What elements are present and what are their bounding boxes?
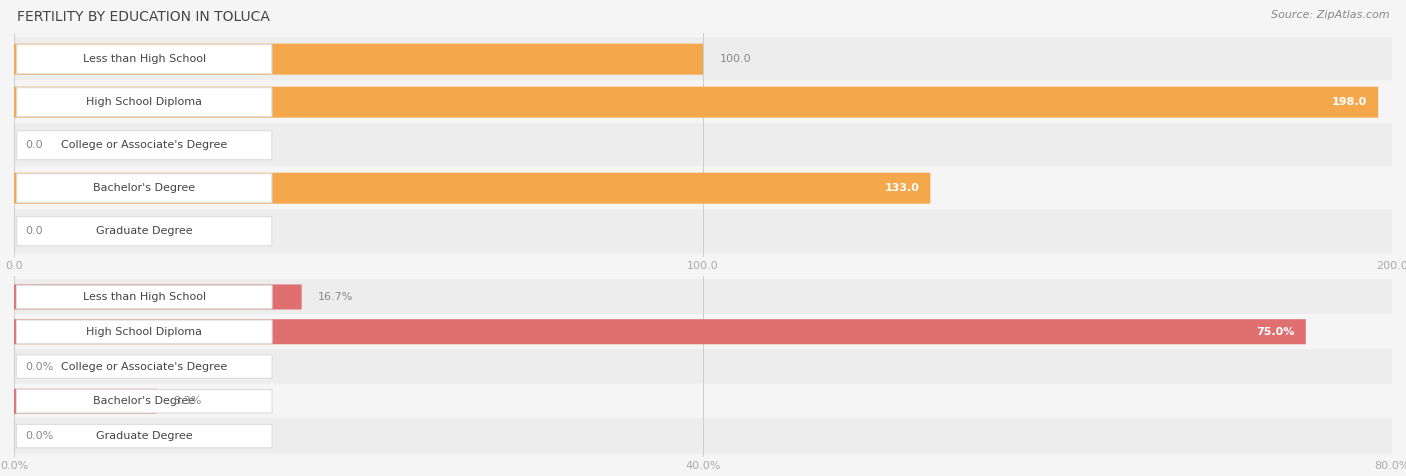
Text: 0.0: 0.0 — [25, 226, 42, 236]
FancyBboxPatch shape — [14, 319, 1306, 344]
Text: 75.0%: 75.0% — [1257, 327, 1295, 337]
FancyBboxPatch shape — [17, 389, 273, 413]
FancyBboxPatch shape — [17, 45, 271, 74]
Text: FERTILITY BY EDUCATION IN TOLUCA: FERTILITY BY EDUCATION IN TOLUCA — [17, 10, 270, 23]
Text: 0.0%: 0.0% — [25, 361, 53, 372]
FancyBboxPatch shape — [17, 217, 271, 246]
Text: Source: ZipAtlas.com: Source: ZipAtlas.com — [1271, 10, 1389, 20]
Text: Less than High School: Less than High School — [83, 292, 205, 302]
Text: High School Diploma: High School Diploma — [86, 97, 202, 107]
FancyBboxPatch shape — [13, 314, 1393, 349]
FancyBboxPatch shape — [13, 384, 1393, 419]
Text: 16.7%: 16.7% — [318, 292, 353, 302]
FancyBboxPatch shape — [17, 285, 273, 308]
FancyBboxPatch shape — [17, 131, 271, 159]
FancyBboxPatch shape — [17, 88, 271, 117]
FancyBboxPatch shape — [17, 174, 271, 203]
Text: Less than High School: Less than High School — [83, 54, 205, 64]
FancyBboxPatch shape — [14, 123, 1392, 167]
Text: 0.0%: 0.0% — [25, 431, 53, 441]
FancyBboxPatch shape — [13, 349, 1393, 384]
Text: Bachelor's Degree: Bachelor's Degree — [93, 397, 195, 407]
FancyBboxPatch shape — [14, 285, 302, 309]
FancyBboxPatch shape — [14, 173, 931, 204]
FancyBboxPatch shape — [14, 80, 1392, 124]
FancyBboxPatch shape — [14, 389, 157, 414]
FancyBboxPatch shape — [14, 37, 1392, 81]
Text: 133.0: 133.0 — [884, 183, 920, 193]
FancyBboxPatch shape — [14, 44, 703, 75]
Text: 0.0: 0.0 — [25, 140, 42, 150]
FancyBboxPatch shape — [13, 418, 1393, 454]
Text: Bachelor's Degree: Bachelor's Degree — [93, 183, 195, 193]
FancyBboxPatch shape — [17, 320, 273, 344]
Text: College or Associate's Degree: College or Associate's Degree — [60, 140, 228, 150]
Text: High School Diploma: High School Diploma — [86, 327, 202, 337]
Text: 198.0: 198.0 — [1331, 97, 1367, 107]
FancyBboxPatch shape — [17, 425, 273, 448]
Text: 8.3%: 8.3% — [173, 397, 202, 407]
Text: Graduate Degree: Graduate Degree — [96, 431, 193, 441]
Text: College or Associate's Degree: College or Associate's Degree — [60, 361, 228, 372]
FancyBboxPatch shape — [13, 279, 1393, 315]
FancyBboxPatch shape — [14, 209, 1392, 253]
FancyBboxPatch shape — [17, 355, 273, 378]
Text: 100.0: 100.0 — [720, 54, 751, 64]
FancyBboxPatch shape — [14, 87, 1378, 118]
FancyBboxPatch shape — [14, 166, 1392, 210]
Text: Graduate Degree: Graduate Degree — [96, 226, 193, 236]
